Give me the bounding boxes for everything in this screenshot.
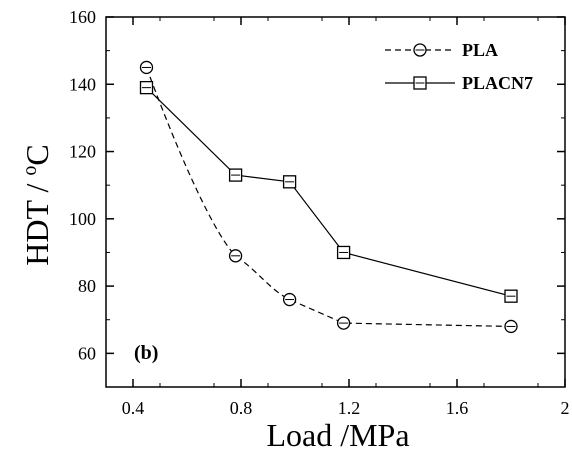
y-axis-title: HDT / oC <box>19 144 55 265</box>
legend: PLA PLACN7 <box>385 40 533 93</box>
y-axis-title-unit: C <box>19 144 55 165</box>
series-line <box>145 67 512 328</box>
y-tick-label: 160 <box>69 7 96 27</box>
y-tick-label: 60 <box>78 343 96 363</box>
series-placn7 <box>139 80 518 303</box>
y-tick-label: 120 <box>69 142 96 162</box>
legend-item-placn7: PLACN7 <box>385 73 533 93</box>
panel-label: (b) <box>134 342 158 364</box>
x-tick-label: 0.4 <box>122 398 145 418</box>
y-tick-label: 100 <box>69 209 96 229</box>
x-axis-title: Load /MPa <box>266 417 409 453</box>
x-tick-label: 2 <box>561 398 570 418</box>
x-axis-ticks: 0.4 0.8 1.2 1.6 2 <box>122 17 570 418</box>
y-axis-ticks: 60 80 100 120 140 160 <box>69 7 565 388</box>
series-layer <box>139 60 518 334</box>
legend-label: PLA <box>462 40 498 60</box>
series-line <box>146 87 512 297</box>
series-pla <box>139 60 518 334</box>
x-tick-label: 1.2 <box>338 398 361 418</box>
plot-frame <box>105 16 566 388</box>
y-axis-title-main: HDT / <box>19 176 55 266</box>
legend-label: PLACN7 <box>462 73 533 93</box>
x-tick-label: 1.6 <box>446 398 469 418</box>
y-axis-title-degree: o <box>19 166 41 176</box>
y-tick-label: 140 <box>69 74 96 94</box>
legend-item-pla: PLA <box>385 40 498 60</box>
plot-area: 60 80 100 120 140 160 0.4 0.8 1.2 1.6 2 <box>69 7 570 418</box>
x-tick-label: 0.8 <box>230 398 253 418</box>
y-tick-label: 80 <box>78 276 96 296</box>
